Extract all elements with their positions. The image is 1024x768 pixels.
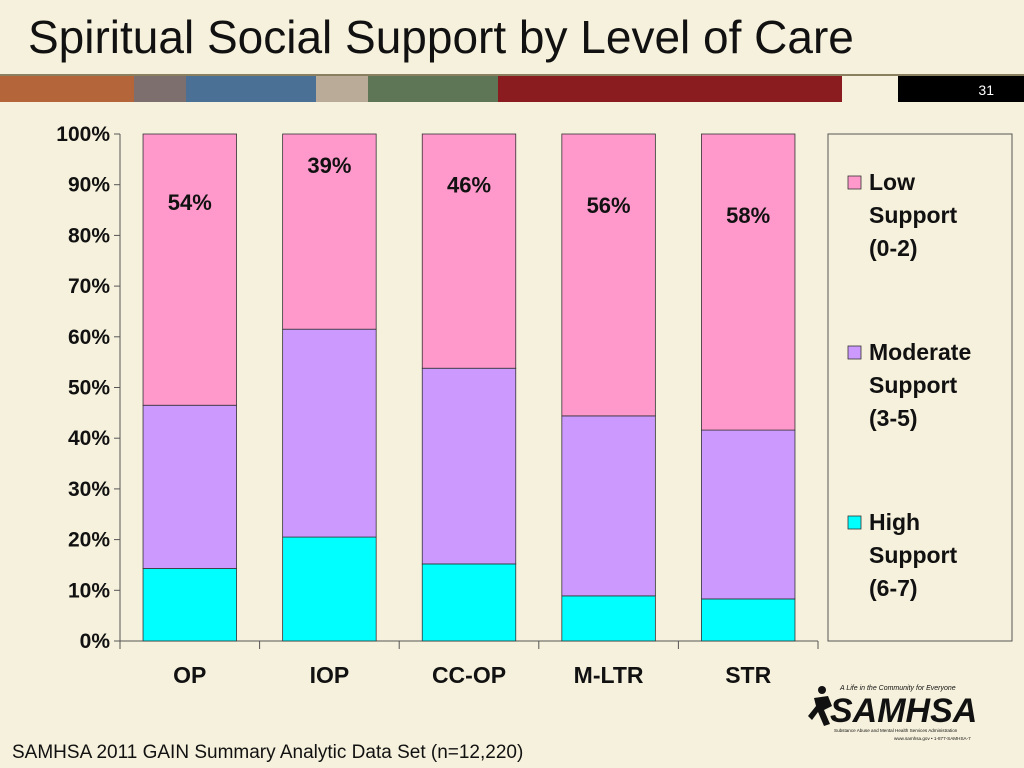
chart: 0% 10% 20% 30% 40% 50% 60% 70% 80% 90% 100% OP 54% IO… bbox=[10, 110, 1020, 710]
stripe-segment bbox=[498, 76, 842, 102]
bar-segment bbox=[142, 133, 237, 406]
title-bar: Spiritual Social Support by Level of Car… bbox=[0, 0, 1024, 76]
legend-swatch bbox=[847, 345, 862, 360]
y-tick-label: 90% bbox=[68, 174, 110, 197]
bar-segment bbox=[421, 133, 517, 369]
y-tick-label: 10% bbox=[68, 579, 110, 602]
legend-label: High bbox=[869, 509, 920, 535]
y-tick-label: 40% bbox=[68, 427, 110, 450]
legend-swatch bbox=[847, 515, 862, 530]
logo-tagline: A Life in the Community for Everyone bbox=[839, 685, 956, 692]
data-label: 39% bbox=[307, 153, 351, 178]
legend-label: (3-5) bbox=[869, 405, 918, 431]
legend-label: Support bbox=[869, 542, 957, 568]
page-number: 31 bbox=[978, 82, 994, 98]
bar-segment bbox=[142, 404, 237, 569]
bar-segment bbox=[282, 328, 377, 538]
slide-title: Spiritual Social Support by Level of Car… bbox=[28, 11, 854, 63]
bar-segment bbox=[142, 568, 237, 642]
x-tick-label: STR bbox=[725, 662, 771, 688]
stripe-segment bbox=[134, 76, 186, 102]
bar-segment bbox=[421, 367, 517, 565]
legend-swatch bbox=[847, 175, 862, 190]
bar-segment bbox=[561, 595, 656, 642]
data-label: 56% bbox=[587, 193, 631, 218]
footer-source: SAMHSA 2011 GAIN Summary Analytic Data S… bbox=[12, 742, 524, 763]
data-label: 58% bbox=[726, 203, 770, 228]
x-tick-label: CC-OP bbox=[432, 662, 506, 688]
legend-label: Support bbox=[869, 372, 957, 398]
data-label: 54% bbox=[168, 190, 212, 215]
y-tick-label: 0% bbox=[80, 630, 111, 653]
y-tick-label: 100% bbox=[56, 123, 110, 146]
stacked-bar-chart: 0% 10% 20% 30% 40% 50% 60% 70% 80% 90% 100% OP 54% IO… bbox=[56, 123, 1013, 688]
samhsa-person-icon bbox=[808, 686, 832, 726]
bar-segment bbox=[561, 133, 656, 417]
stripe-segment bbox=[186, 76, 316, 102]
bar-segment bbox=[701, 598, 796, 642]
bar-segment bbox=[701, 133, 796, 431]
y-tick-label: 60% bbox=[68, 326, 110, 349]
x-tick-label: M-LTR bbox=[574, 662, 644, 688]
decorative-stripe bbox=[0, 76, 1024, 102]
stripe-segment bbox=[316, 76, 368, 102]
legend-label: Support bbox=[869, 202, 957, 228]
stripe-segment bbox=[368, 76, 498, 102]
legend-label: (0-2) bbox=[869, 235, 918, 261]
legend-label: Low bbox=[869, 169, 915, 195]
data-label: 46% bbox=[447, 173, 491, 198]
samhsa-logo: A Life in the Community for Everyone SAM… bbox=[808, 685, 977, 741]
y-tick-label: 80% bbox=[68, 224, 110, 247]
x-tick-label: IOP bbox=[310, 662, 350, 688]
stripe-segment bbox=[898, 76, 1024, 102]
y-tick-label: 20% bbox=[68, 529, 110, 552]
bar-segment bbox=[561, 415, 656, 597]
logo-subtitle: Substance Abuse and Mental Health Servic… bbox=[834, 728, 958, 733]
bar-segment bbox=[701, 429, 796, 600]
y-tick-label: 50% bbox=[68, 377, 110, 400]
logo-name: SAMHSA bbox=[830, 692, 977, 730]
legend-label: (6-7) bbox=[869, 575, 918, 601]
y-tick-label: 70% bbox=[68, 275, 110, 298]
logo-contact: www.samhsa.gov • 1-877-SAMHSA-7 bbox=[894, 736, 971, 741]
stripe-segment bbox=[0, 76, 134, 102]
y-tick-label: 30% bbox=[68, 478, 110, 501]
stripe-segment bbox=[842, 76, 898, 102]
bar-segment bbox=[282, 133, 377, 330]
legend-box bbox=[827, 133, 1013, 642]
x-tick-label: OP bbox=[173, 662, 206, 688]
bar-segment bbox=[282, 536, 377, 642]
legend-label: Moderate bbox=[869, 339, 971, 365]
bar-segment bbox=[421, 563, 517, 642]
